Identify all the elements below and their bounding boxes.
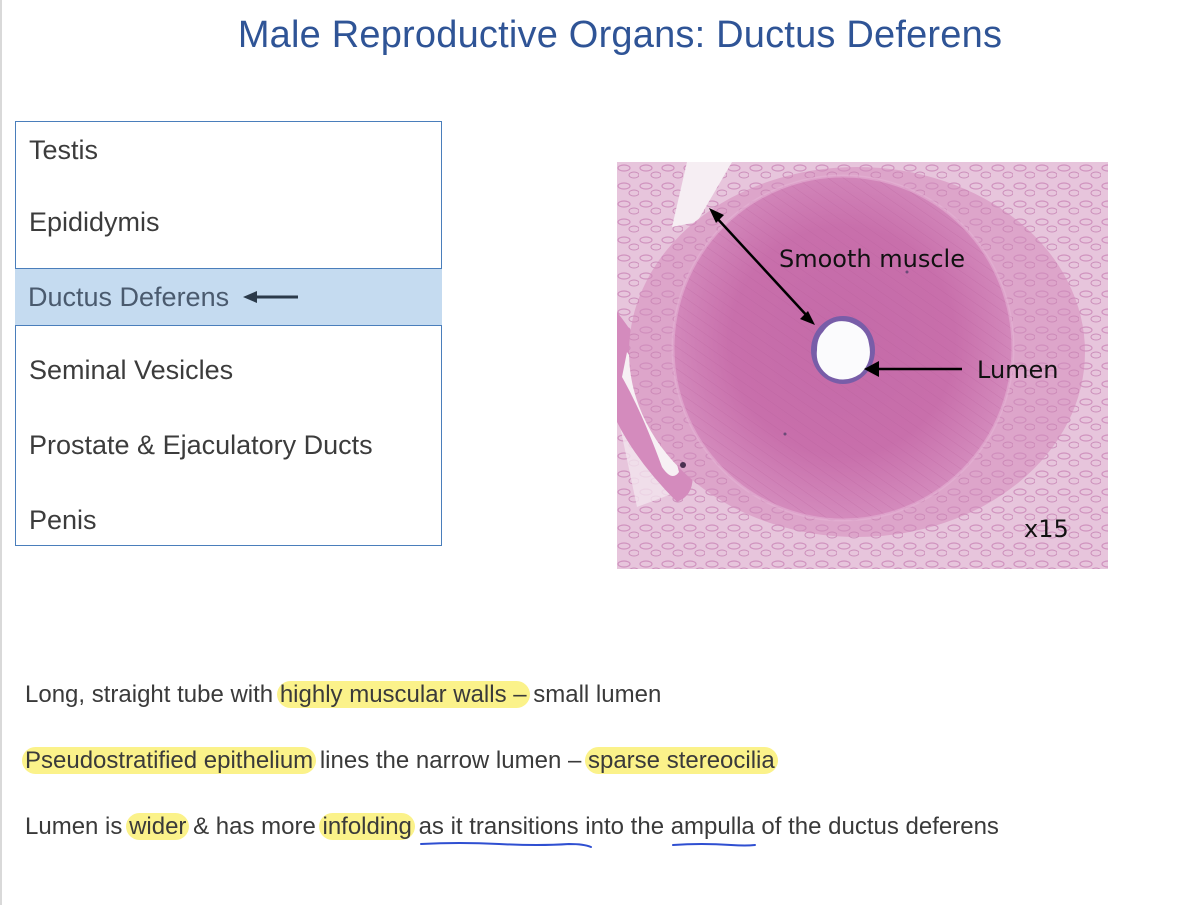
note-text: Long, straight tube with	[25, 681, 280, 708]
note-text: Lumen is	[25, 813, 130, 840]
lumen-label: Lumen	[977, 356, 1059, 384]
topic-label: Testis	[29, 134, 99, 165]
smooth-muscle-label: Smooth muscle	[779, 245, 965, 273]
note-line-2: Pseudostratified epithelium lines the na…	[22, 747, 778, 775]
topic-label: Penis	[29, 504, 97, 535]
note-text	[412, 813, 419, 840]
underline-ampulla: ampulla	[670, 813, 756, 847]
note-text: & has more	[186, 813, 323, 840]
ink-underline	[419, 842, 592, 848]
topic-list: Testis Epididymis Ductus Deferens Semina…	[15, 121, 442, 546]
note-text: small lumen	[526, 681, 662, 708]
page-edge	[0, 0, 2, 905]
slide-title: Male Reproductive Organs: Ductus Deferen…	[237, 14, 1003, 56]
topic-label: Seminal Vesicles	[29, 354, 234, 385]
note-line-3: Lumen is wider & has more infolding as i…	[25, 813, 999, 848]
highlight-pseudostratified-epithelium: Pseudostratified epithelium	[22, 747, 317, 774]
histology-micrograph: Smooth muscle Lumen x15	[617, 162, 1108, 569]
topic-label: Ductus Deferens	[28, 281, 230, 312]
topic-label: Epididymis	[29, 206, 160, 237]
note-text: into the	[578, 813, 671, 840]
current-topic-arrow-icon	[243, 290, 299, 304]
note-text: ampulla	[670, 813, 755, 840]
highlight-sparse-stereocilia: sparse stereocilia	[584, 747, 778, 774]
ink-underline	[671, 843, 756, 847]
note-text: lines the narrow lumen –	[313, 747, 588, 774]
note-text: as it transitions	[418, 813, 579, 840]
topic-item-ductus-deferens[interactable]: Ductus Deferens	[15, 268, 442, 326]
highlight-wider: wider	[126, 813, 190, 840]
topic-label: Prostate & Ejaculatory Ducts	[29, 429, 373, 460]
topic-item-testis[interactable]: Testis	[16, 122, 441, 178]
highlight-highly-muscular-walls: highly muscular walls –	[276, 681, 530, 708]
topic-item-seminal-vesicles[interactable]: Seminal Vesicles	[16, 342, 441, 398]
underline-as-it-transitions: as it transitions	[418, 813, 592, 848]
micrograph-image	[617, 162, 1108, 569]
topic-item-epididymis[interactable]: Epididymis	[16, 194, 441, 250]
note-line-1: Long, straight tube with highly muscular…	[25, 681, 661, 709]
topic-item-prostate-ejaculatory-ducts[interactable]: Prostate & Ejaculatory Ducts	[16, 417, 441, 473]
magnification-label: x15	[1024, 515, 1069, 543]
topic-item-penis[interactable]: Penis	[16, 492, 441, 548]
highlight-infolding: infolding	[319, 813, 415, 840]
note-text: of the ductus deferens	[754, 813, 999, 840]
